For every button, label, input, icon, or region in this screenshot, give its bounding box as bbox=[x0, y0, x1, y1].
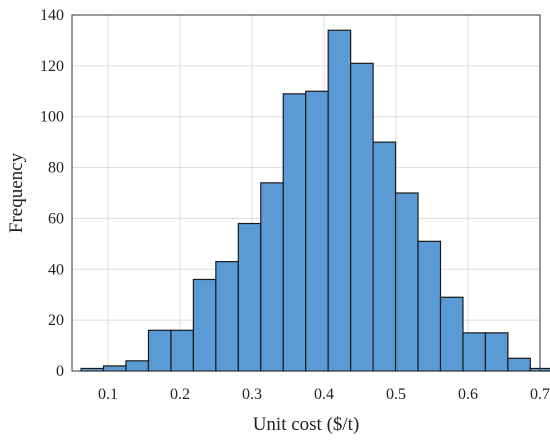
y-tick-label: 80 bbox=[48, 160, 64, 177]
x-tick-label: 0.3 bbox=[242, 386, 262, 403]
plot-frame bbox=[71, 14, 541, 372]
histogram-bar bbox=[350, 62, 374, 372]
histogram-bar bbox=[372, 141, 397, 372]
y-axis-label: Frequency bbox=[6, 152, 27, 233]
histogram-bar bbox=[507, 357, 531, 372]
histogram-bar bbox=[462, 332, 487, 372]
histogram-bar bbox=[192, 278, 217, 372]
x-tick-label: 0.5 bbox=[386, 386, 406, 403]
y-tick-labels: 0 20 40 60 80 100 120 140 bbox=[40, 7, 64, 380]
y-tick-label: 20 bbox=[48, 312, 64, 329]
x-tick-label: 0.1 bbox=[98, 386, 118, 403]
histogram-bar bbox=[170, 329, 194, 372]
x-tick-labels: 0.1 0.2 0.3 0.4 0.5 0.6 0.7 bbox=[98, 386, 550, 403]
y-tick-label: 120 bbox=[40, 58, 64, 75]
x-tick-label: 0.2 bbox=[170, 386, 190, 403]
y-tick-label: 100 bbox=[40, 109, 64, 126]
histogram-bar bbox=[417, 240, 442, 372]
histogram-bar bbox=[125, 360, 150, 372]
histogram-bar bbox=[484, 332, 509, 372]
y-tick-label: 40 bbox=[48, 261, 64, 278]
x-tick-label: 0.7 bbox=[530, 386, 550, 403]
histogram-bar bbox=[215, 261, 239, 372]
histogram-bar bbox=[282, 93, 307, 372]
histogram-bar bbox=[439, 296, 464, 372]
histogram-bar bbox=[147, 329, 172, 372]
x-axis-label: Unit cost ($/t) bbox=[253, 414, 360, 435]
histogram-bar bbox=[305, 90, 329, 372]
y-tick-label: 0 bbox=[56, 363, 64, 380]
histogram-bar bbox=[102, 365, 127, 372]
y-tick-label: 60 bbox=[48, 210, 64, 227]
histogram-bar bbox=[260, 182, 284, 372]
histogram-bar bbox=[394, 192, 419, 372]
x-tick-label: 0.6 bbox=[458, 386, 478, 403]
y-tick-label: 140 bbox=[40, 7, 64, 24]
x-tick-label: 0.4 bbox=[314, 386, 334, 403]
histogram-bar bbox=[237, 222, 262, 372]
histogram-bar bbox=[327, 29, 352, 372]
